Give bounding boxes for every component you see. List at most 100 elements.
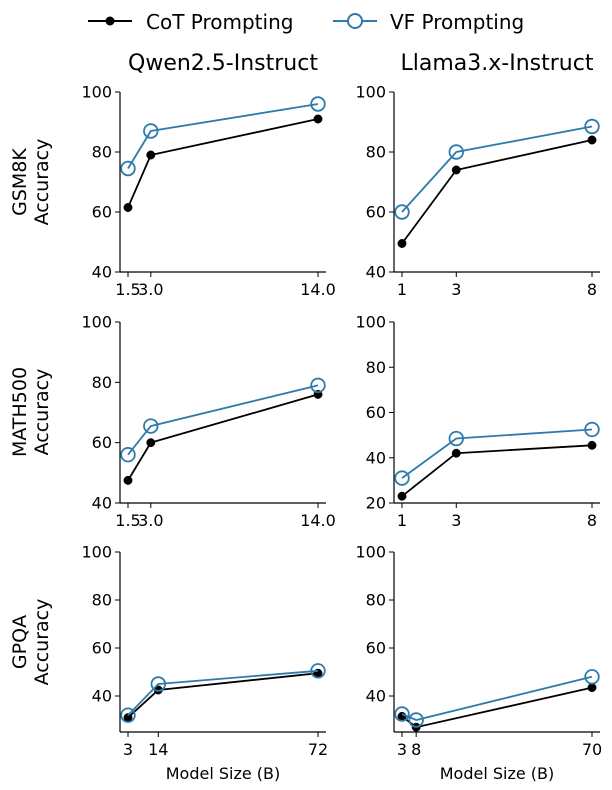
y-tick-label: 80: [366, 143, 386, 162]
series-line-vf: [401, 125, 593, 213]
x-tick-label: 70: [582, 740, 602, 759]
data-point-vf: [120, 447, 136, 463]
row-label-gsm8k: GSM8K Accuracy: [9, 139, 53, 226]
x-tick-label: 8: [411, 740, 421, 759]
row-label-gsm8k-metric: Accuracy: [31, 139, 53, 226]
y-tick-label: 80: [366, 591, 386, 610]
data-point-cot: [313, 114, 323, 124]
row-label-math500: MATH500 Accuracy: [9, 367, 53, 457]
x-tick-label: 1: [397, 280, 407, 299]
row-label-gpqa-metric: Accuracy: [31, 599, 53, 686]
y-tick-label: 100: [81, 313, 112, 332]
data-point-cot: [587, 683, 597, 693]
data-point-vf: [310, 96, 326, 112]
data-point-vf: [120, 160, 136, 177]
data-point-vf: [310, 663, 326, 679]
series-line-cot: [401, 686, 593, 729]
x-tick-label: 14.0: [300, 511, 336, 530]
x-tick-label: 8: [587, 511, 597, 530]
legend: CoT Prompting VF Prompting: [88, 10, 524, 34]
panel-gpqa-qwen: 40 60 80 100 3 14 72: [81, 543, 328, 760]
x-tick-label: 1.5: [115, 280, 140, 299]
data-point-cot: [146, 438, 156, 448]
row-label-gpqa: GPQA Accuracy: [9, 599, 53, 686]
y-tick-label: 80: [92, 143, 112, 162]
data-point-vf: [143, 123, 159, 139]
x-tick-label: 8: [587, 280, 597, 299]
data-point-vf: [143, 418, 159, 434]
column-title-llama: Llama3.x-Instruct: [401, 51, 594, 76]
data-point-vf: [448, 430, 464, 447]
data-point-cot: [451, 448, 461, 458]
series-line-vf: [127, 384, 319, 456]
data-point-cot: [397, 239, 407, 248]
series-line-cot: [401, 139, 593, 245]
data-point-vf: [150, 676, 166, 692]
data-point-vf: [584, 118, 600, 135]
y-tick-label: 40: [366, 448, 386, 467]
x-tick-label: 1: [397, 511, 407, 530]
y-tick-label: 60: [366, 639, 386, 658]
y-tick-label: 60: [92, 639, 112, 658]
legend-vf-marker-icon: [347, 13, 363, 29]
data-point-cot: [397, 491, 407, 501]
legend-cot-label: CoT Prompting: [146, 10, 293, 34]
x-tick-label: 14.0: [300, 280, 336, 299]
y-tick-label: 80: [92, 591, 112, 610]
data-point-vf: [120, 707, 136, 723]
x-tick-label: 3: [451, 280, 461, 299]
x-tick-label: 3: [451, 511, 461, 530]
row-label-math500-metric: Accuracy: [31, 369, 53, 456]
data-point-vf: [408, 712, 424, 728]
row-label-math500-dataset: MATH500: [9, 367, 31, 457]
data-point-vf: [584, 421, 600, 438]
y-tick-label: 80: [366, 358, 386, 377]
x-tick-label: 72: [308, 740, 328, 759]
row-label-gpqa-dataset: GPQA: [9, 615, 31, 669]
y-tick-label: 20: [366, 494, 386, 513]
series-line-cot: [127, 118, 319, 208]
series-line-cot: [127, 672, 319, 719]
data-point-vf: [584, 669, 600, 685]
data-point-vf: [448, 144, 464, 160]
y-tick-label: 100: [355, 313, 386, 332]
legend-entry-cot: CoT Prompting: [88, 10, 293, 34]
series-line-vf: [127, 669, 319, 716]
y-tick-label: 40: [366, 687, 386, 706]
x-tick-label: 3.0: [138, 280, 163, 299]
column-title-qwen: Qwen2.5-Instruct: [128, 51, 318, 76]
x-axis-label-right: Model Size (B): [440, 764, 555, 783]
y-tick-label: 60: [92, 433, 112, 452]
panel-gsm8k-qwen: 40 60 80 100 1.53.0 14.0: [81, 83, 335, 300]
x-tick-label: 3.0: [138, 511, 163, 530]
data-point-cot: [587, 440, 597, 450]
y-tick-label: 100: [81, 83, 112, 102]
series-line-vf: [401, 675, 593, 721]
y-tick-label: 60: [92, 203, 112, 222]
series-line-vf: [401, 428, 593, 479]
data-point-cot: [123, 475, 133, 485]
data-point-cot: [587, 135, 597, 145]
y-tick-label: 80: [92, 373, 112, 392]
x-axis-label-left: Model Size (B): [166, 764, 281, 783]
x-tick-label: 3: [123, 740, 133, 759]
series-line-cot: [401, 444, 593, 497]
series-line-vf: [127, 103, 319, 169]
panel-gsm8k-llama: 40 60 80 100 1 3 8: [355, 83, 600, 299]
x-tick-label: 14: [148, 740, 168, 759]
y-tick-label: 60: [366, 403, 386, 422]
data-point-cot: [123, 203, 133, 212]
data-point-vf: [394, 706, 410, 722]
data-point-vf: [310, 377, 326, 394]
x-tick-label: 1.5: [115, 511, 140, 530]
y-tick-label: 100: [355, 83, 386, 102]
legend-cot-marker-icon: [105, 16, 115, 26]
legend-vf-label: VF Prompting: [390, 10, 524, 34]
y-tick-label: 100: [81, 543, 112, 562]
y-tick-label: 40: [366, 263, 386, 282]
series-line-cot: [127, 393, 319, 481]
panel-math500-qwen: 40 60 80 100 1.53.0 14.0: [81, 313, 335, 531]
y-tick-label: 40: [92, 687, 112, 706]
